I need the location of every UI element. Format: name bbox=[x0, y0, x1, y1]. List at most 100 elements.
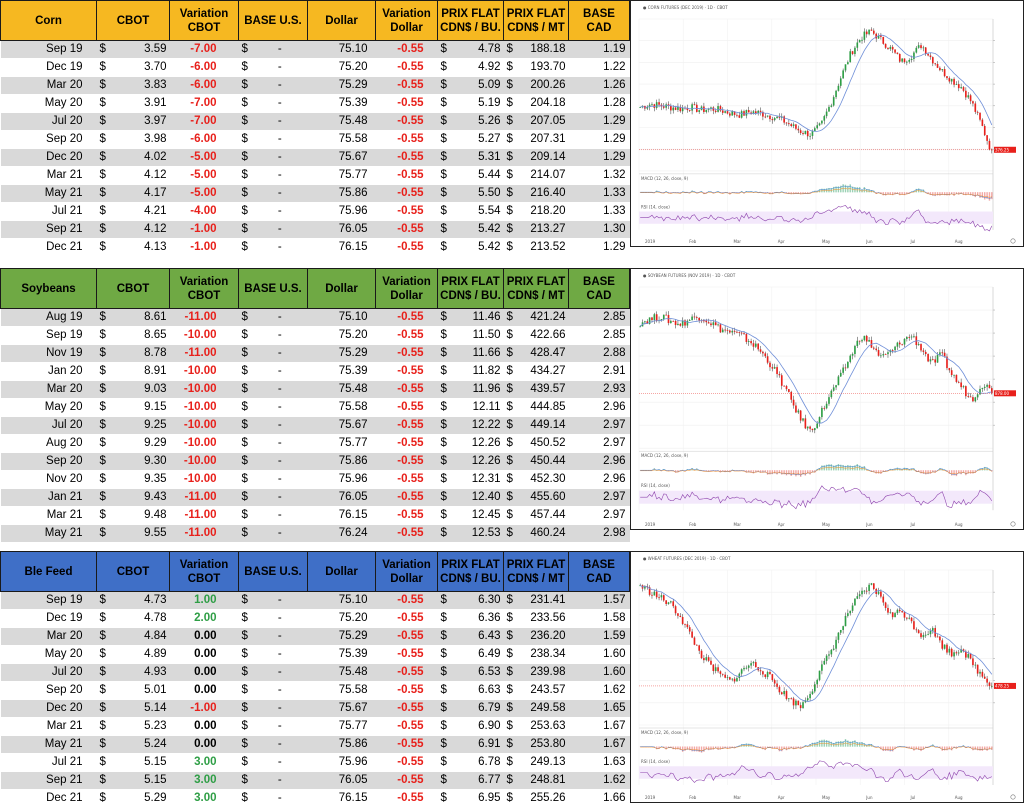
variation-dollar: -0.55 bbox=[376, 345, 438, 363]
contract-month: Jul 20 bbox=[1, 417, 97, 435]
candle-up bbox=[807, 427, 809, 429]
currency-symbol: $ bbox=[100, 327, 106, 344]
base-cad: 2.96 bbox=[569, 471, 630, 489]
macd-bar bbox=[710, 747, 711, 750]
x-axis-label: May bbox=[822, 795, 831, 800]
flat-price-bu: $12.26 bbox=[438, 435, 504, 453]
macd-bar bbox=[691, 747, 692, 752]
flat-price-mt: $439.57 bbox=[504, 381, 569, 399]
cbot-price-value: 9.43 bbox=[144, 489, 166, 506]
table-row: Jul 21$4.21-4.00$-75.96-0.55$5.54$218.20… bbox=[1, 203, 630, 221]
cbot-price: $8.65 bbox=[97, 327, 170, 345]
candle-down bbox=[823, 408, 825, 409]
contract-month: Sep 20 bbox=[1, 682, 97, 700]
flat-price-mt-value: 216.40 bbox=[530, 185, 565, 202]
contract-month: Nov 19 bbox=[1, 345, 97, 363]
x-axis-label: Jun bbox=[865, 239, 873, 244]
candle-down bbox=[727, 111, 729, 113]
flat-price-bu: $5.31 bbox=[438, 149, 504, 167]
header-label: PRIX FLAT bbox=[441, 559, 500, 571]
contract-month: Aug 19 bbox=[1, 309, 97, 327]
variation-dollar: -0.55 bbox=[376, 41, 438, 59]
flat-price-bu: $5.26 bbox=[438, 113, 504, 131]
candle-down bbox=[663, 595, 665, 600]
flat-price-bu: $12.40 bbox=[438, 489, 504, 507]
variation-cbot: 0.00 bbox=[170, 646, 239, 664]
currency-symbol: $ bbox=[441, 646, 447, 663]
currency-symbol: $ bbox=[507, 489, 513, 506]
dollar-rate: 75.20 bbox=[308, 59, 376, 77]
candle-down bbox=[717, 667, 719, 671]
variation-dollar: -0.55 bbox=[376, 131, 438, 149]
flat-price-mt-value: 213.52 bbox=[530, 239, 565, 256]
candle-down bbox=[764, 117, 766, 118]
candle-up bbox=[753, 662, 755, 663]
flat-price-mt: $193.70 bbox=[504, 59, 569, 77]
flat-price-bu-value: 12.40 bbox=[472, 489, 501, 506]
currency-symbol: $ bbox=[441, 149, 447, 166]
header-label: Variation bbox=[180, 559, 229, 571]
flat-price-bu-value: 6.49 bbox=[478, 646, 500, 663]
currency-symbol: $ bbox=[507, 327, 513, 344]
candle-down bbox=[885, 44, 887, 48]
currency-symbol: $ bbox=[441, 489, 447, 506]
contract-month: Nov 20 bbox=[1, 471, 97, 489]
flat-price-mt-value: 214.07 bbox=[530, 167, 565, 184]
currency-symbol: $ bbox=[100, 435, 106, 452]
header-label: Variation bbox=[382, 8, 431, 20]
currency-symbol: $ bbox=[100, 149, 106, 166]
macd-bar bbox=[972, 470, 973, 473]
candle-down bbox=[783, 386, 785, 387]
candle-up bbox=[736, 678, 738, 681]
candle-up bbox=[868, 30, 870, 35]
base-us-value: - bbox=[278, 169, 282, 181]
base-us-value: - bbox=[278, 223, 282, 235]
currency-symbol: $ bbox=[100, 736, 106, 753]
variation-dollar: -0.55 bbox=[376, 471, 438, 489]
soybean-futures-chart[interactable]: ● SOYBEAN FUTURES (NOV 2019) · 1D · CBOT… bbox=[630, 268, 1024, 530]
candle-down bbox=[776, 684, 778, 687]
base-cad: 1.33 bbox=[569, 203, 630, 221]
candle-up bbox=[963, 386, 965, 387]
candle-up bbox=[826, 404, 828, 409]
currency-symbol: $ bbox=[242, 700, 248, 717]
flat-price-mt: $218.20 bbox=[504, 203, 569, 221]
candle-up bbox=[956, 84, 958, 85]
gear-icon[interactable] bbox=[1011, 239, 1015, 243]
candle-down bbox=[897, 53, 899, 54]
candle-down bbox=[762, 671, 764, 674]
base-us: $- bbox=[239, 363, 308, 381]
candle-down bbox=[958, 382, 960, 383]
flat-price-bu-value: 5.19 bbox=[478, 95, 500, 112]
base-us-value: - bbox=[278, 756, 282, 768]
macd-bar bbox=[984, 192, 985, 199]
candle-down bbox=[880, 592, 882, 597]
table-row: Jul 20$9.25-10.00$-75.67-0.55$12.22$449.… bbox=[1, 417, 630, 435]
candle-down bbox=[934, 63, 936, 64]
candle-down bbox=[724, 675, 726, 678]
dollar-rate: 76.15 bbox=[308, 790, 376, 808]
flat-price-mt: $239.98 bbox=[504, 664, 569, 682]
variation-dollar: -0.55 bbox=[376, 363, 438, 381]
candle-down bbox=[925, 352, 927, 354]
candle-down bbox=[878, 350, 880, 356]
base-us-value: - bbox=[278, 509, 282, 521]
base-cad: 2.97 bbox=[569, 417, 630, 435]
gear-icon[interactable] bbox=[1011, 522, 1015, 526]
cbot-price: $4.89 bbox=[97, 646, 170, 664]
gear-icon[interactable] bbox=[1011, 795, 1015, 799]
currency-symbol: $ bbox=[441, 754, 447, 771]
table-row: Sep 21$4.12-1.00$-76.05-0.55$5.42$213.27… bbox=[1, 221, 630, 239]
currency-symbol: $ bbox=[441, 453, 447, 470]
macd-bar bbox=[937, 192, 938, 195]
candle-down bbox=[703, 658, 705, 660]
base-us-value: - bbox=[278, 115, 282, 127]
candle-up bbox=[847, 613, 849, 616]
dollar-rate: 75.39 bbox=[308, 363, 376, 381]
candle-down bbox=[875, 349, 877, 350]
variation-cbot: 3.00 bbox=[170, 790, 239, 808]
header-label: Soybeans bbox=[21, 283, 75, 295]
